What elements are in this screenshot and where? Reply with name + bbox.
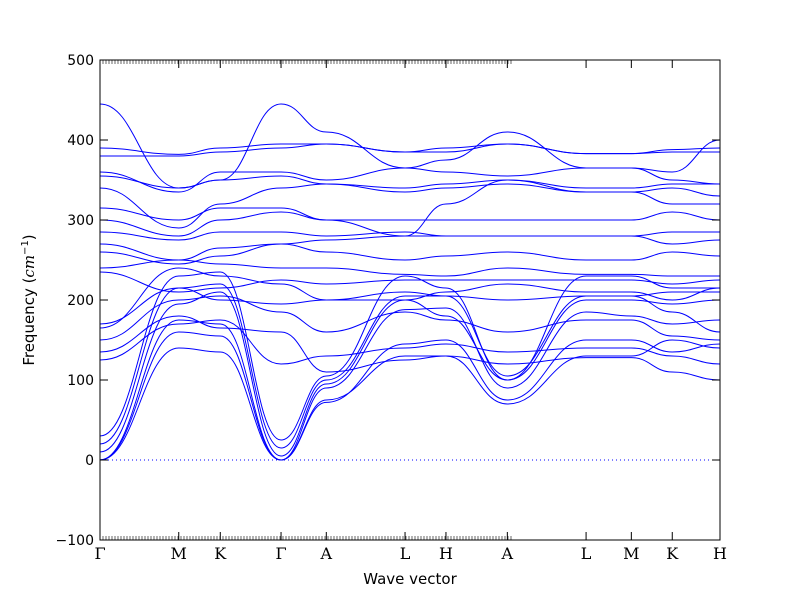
phonon-band-23 (99, 143, 721, 155)
phonon-band-2 (99, 339, 721, 461)
y-tick-label: 300 (67, 213, 94, 229)
phonon-band-7 (99, 319, 721, 365)
phonon-band-9 (99, 295, 721, 341)
plot-frame (99, 59, 721, 541)
phonon-band-8 (99, 315, 721, 381)
high-symmetry-label: H (713, 544, 727, 563)
phonon-band-4 (99, 291, 721, 457)
high-symmetry-label: Γ (94, 544, 105, 563)
y-tick-label: 500 (67, 53, 94, 69)
y-axis-label: Frequency (cm−1) (20, 234, 38, 365)
plot-area (99, 103, 721, 461)
high-symmetry-label: A (320, 544, 333, 563)
y-axis-ticks: −100 0 100 200 300 400 500 (56, 53, 720, 549)
phonon-band-19 (99, 183, 721, 229)
y-tick-label: 100 (67, 373, 94, 389)
phonon-band-14 (99, 243, 721, 265)
y-tick-label: 200 (67, 293, 94, 309)
y-tick-label: −100 (56, 533, 94, 549)
high-symmetry-label: H (439, 544, 453, 563)
phonon-band-24 (99, 103, 721, 189)
high-symmetry-label: Γ (275, 544, 286, 563)
high-symmetry-label: K (666, 544, 679, 563)
y-axis-label-close: ) (20, 234, 38, 240)
y-tick-label: 400 (67, 133, 94, 149)
y-tick-label: 0 (85, 453, 94, 469)
phonon-band-11 (99, 283, 721, 325)
high-symmetry-label: M (171, 544, 187, 563)
phonon-band-17 (99, 211, 721, 237)
high-symmetry-label: M (623, 544, 639, 563)
high-symmetry-label: A (501, 544, 514, 563)
phonon-band-12 (99, 271, 721, 293)
phonon-band-1 (99, 331, 721, 461)
y-axis-label-exp: −1 (20, 240, 31, 255)
minor-ticks (99, 60, 512, 540)
high-symmetry-label: L (400, 544, 411, 563)
y-axis-label-main: Frequency ( (20, 278, 38, 366)
high-symmetry-label: L (581, 544, 592, 563)
phonon-band-3 (99, 307, 721, 461)
y-axis-label-unit: cm (20, 255, 38, 278)
phonon-band-13 (99, 259, 720, 277)
x-axis-label: Wave vector (363, 570, 457, 588)
phonon-band-16 (99, 231, 720, 241)
phonon-band-10 (99, 267, 721, 333)
high-symmetry-label: K (214, 544, 227, 563)
